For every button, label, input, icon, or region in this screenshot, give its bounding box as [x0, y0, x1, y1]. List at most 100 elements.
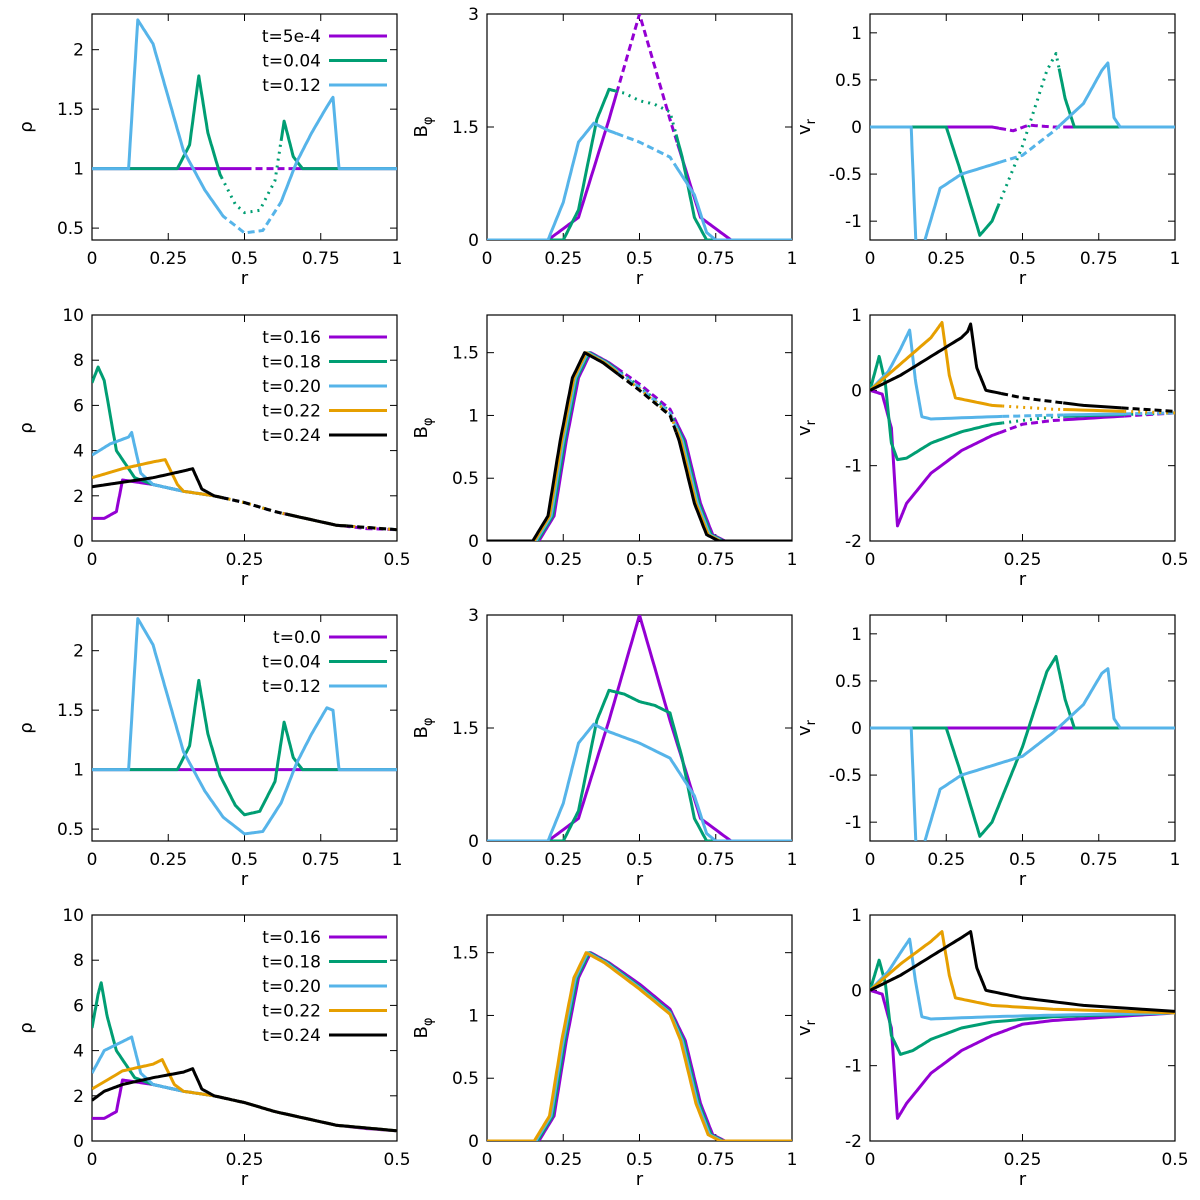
plot-frame — [869, 914, 1176, 1142]
y-tick-label: -1 — [845, 1057, 862, 1077]
panel-r2c0: 0 0.25 0.5 0.75 1 0.5 1 1.5 2 r ρ t=0.0 t=0.04 t=0.12 — [16, 614, 403, 890]
x-axis-label: r — [1019, 1169, 1027, 1190]
series-group — [92, 981, 397, 1133]
y-tick-label: 0 — [851, 719, 862, 739]
legend-label: t=0.04 — [262, 653, 321, 673]
x-tick-label: 0.5 — [1161, 1150, 1188, 1170]
series-group — [870, 930, 1175, 1120]
panel-r2c2: 0 0.25 0.5 0.75 1 -1 -0.5 0 0.5 1 r vr — [794, 614, 1180, 890]
plot-frame — [91, 314, 398, 542]
x-tick-label: 0 — [865, 1150, 876, 1170]
legend-label: t=0.24 — [262, 426, 321, 446]
legend-label: t=0.04 — [262, 52, 321, 72]
series-line — [615, 89, 678, 135]
series-line — [870, 125, 918, 240]
y-tick-label: 0 — [468, 832, 479, 852]
series-line — [999, 418, 1064, 435]
series-line — [346, 524, 397, 532]
series-line — [92, 458, 222, 499]
x-tick-label: 0.5 — [1009, 249, 1036, 269]
series-line — [92, 1035, 397, 1133]
panel-r1c2: 0 0.25 0.5 -2 -1 0 1 r vr — [794, 306, 1189, 590]
series-line — [1002, 404, 1064, 411]
series-line — [220, 201, 283, 235]
y-axis-label: Bφ — [411, 117, 436, 138]
y-tick-label: 1 — [468, 1006, 479, 1026]
x-axis-label: r — [1019, 869, 1027, 890]
y-tick-label: 1.5 — [452, 344, 479, 364]
series-line — [617, 372, 678, 433]
y-tick-label: 1 — [851, 906, 862, 926]
series-line — [92, 1067, 397, 1133]
y-tick-label: 0 — [851, 381, 862, 401]
series-line — [615, 14, 680, 145]
y-tick-label: -0.5 — [829, 766, 862, 786]
plot-frame — [486, 614, 793, 842]
x-tick-label: 1 — [392, 850, 403, 870]
series-line — [221, 496, 283, 515]
series-line — [870, 322, 1002, 395]
series-line — [1063, 412, 1125, 417]
y-tick-label: 3 — [468, 5, 479, 25]
x-tick-label: 0.25 — [226, 1150, 264, 1170]
y-tick-label: 0.5 — [452, 1069, 479, 1089]
series-line — [870, 321, 1003, 408]
x-tick-label: 1 — [787, 1150, 798, 1170]
x-tick-label: 1 — [1170, 249, 1181, 269]
series-line — [674, 426, 792, 541]
series-line — [92, 617, 397, 836]
series-line — [487, 722, 792, 841]
series-line — [1124, 409, 1175, 415]
y-axis-label: Bφ — [411, 418, 436, 439]
y-tick-label: 4 — [73, 1042, 84, 1062]
x-tick-label: 0.75 — [1080, 249, 1118, 269]
series-line — [676, 143, 792, 240]
y-axis-label: Bφ — [411, 718, 436, 739]
y-tick-label: 1.5 — [57, 100, 84, 120]
x-tick-label: 0.25 — [544, 249, 582, 269]
y-tick-label: -2 — [845, 532, 862, 552]
y-tick-label: 0 — [851, 118, 862, 138]
y-tick-label: 6 — [73, 996, 84, 1016]
x-tick-label: 0.25 — [1004, 1150, 1042, 1170]
x-axis-label: r — [636, 1169, 644, 1190]
series-line — [284, 512, 347, 528]
series-line — [870, 328, 1003, 421]
x-tick-label: 0 — [482, 850, 493, 870]
series-line — [923, 667, 1175, 841]
series-line — [1059, 61, 1175, 129]
legend-label: t=0.20 — [262, 377, 321, 397]
legend-label: t=0.22 — [262, 1002, 321, 1022]
y-tick-label: -2 — [845, 1132, 862, 1152]
series-line — [1124, 411, 1175, 416]
series-line — [487, 92, 619, 240]
x-tick-label: 0.75 — [1080, 850, 1118, 870]
x-axis-label: r — [241, 869, 249, 890]
series-line — [487, 951, 792, 1141]
panel-r1c1: 0 0.25 0.5 0.75 1 0 0.5 1 1.5 r Bφ — [411, 314, 797, 590]
y-tick-label: 0.5 — [452, 469, 479, 489]
plot-frame — [91, 13, 398, 241]
x-tick-label: 0 — [482, 249, 493, 269]
y-tick-label: 0 — [851, 981, 862, 1001]
legend-label: t=0.22 — [262, 402, 321, 422]
y-axis-label: ρ — [16, 422, 37, 433]
y-tick-label: 0 — [468, 231, 479, 251]
legend-label: t=0.20 — [262, 977, 321, 997]
series-line — [487, 351, 618, 541]
series-line — [674, 165, 792, 240]
series-line — [221, 496, 286, 516]
y-tick-label: 0.5 — [835, 672, 862, 692]
series-line — [1002, 414, 1064, 425]
series-group — [92, 365, 397, 532]
y-axis-label: vr — [794, 1019, 819, 1036]
y-tick-label: -0.5 — [829, 165, 862, 185]
y-tick-label: 0.5 — [835, 71, 862, 91]
y-tick-label: 4 — [73, 442, 84, 462]
x-tick-label: 1 — [787, 249, 798, 269]
x-tick-label: 0.75 — [697, 550, 735, 570]
x-tick-label: 0.75 — [302, 249, 340, 269]
series-line — [92, 74, 223, 178]
series-line — [870, 937, 1175, 1021]
y-axis-label: vr — [794, 118, 819, 135]
